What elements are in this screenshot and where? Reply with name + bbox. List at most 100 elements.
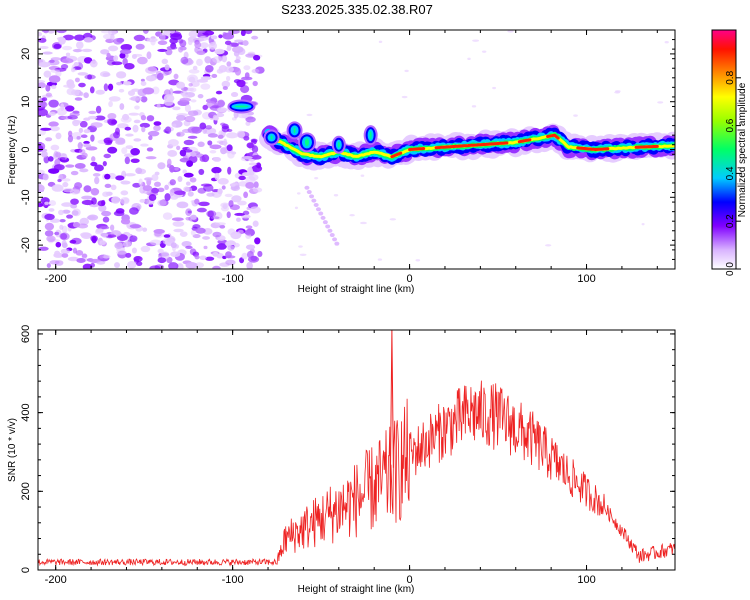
noise-blob xyxy=(120,43,133,51)
noise-blob xyxy=(140,114,147,121)
noise-blob xyxy=(117,123,129,129)
noise-blob xyxy=(38,82,46,89)
noise-blob xyxy=(80,232,92,238)
noise-blob xyxy=(145,156,157,160)
noise-blob xyxy=(246,261,253,269)
noise-speck xyxy=(298,245,303,248)
spectrogram-noise-region xyxy=(38,30,671,269)
noise-speck xyxy=(545,244,552,247)
noise-blob xyxy=(62,181,69,188)
noise-blob xyxy=(104,173,111,180)
noise-blob xyxy=(196,50,206,56)
noise-blob xyxy=(209,150,217,154)
noise-blob xyxy=(76,135,81,140)
noise-blob xyxy=(156,72,164,81)
noise-blob xyxy=(77,72,89,76)
noise-blob xyxy=(212,231,222,238)
noise-blob xyxy=(185,245,193,249)
noise-blob xyxy=(76,257,86,263)
noise-blob xyxy=(225,75,231,82)
noise-blob xyxy=(219,224,226,229)
noise-blob xyxy=(53,252,64,258)
noise-blob xyxy=(164,193,171,201)
noise-blob xyxy=(169,188,175,196)
noise-blob xyxy=(151,174,159,182)
noise-blob xyxy=(146,115,155,122)
noise-blob xyxy=(94,115,106,121)
noise-blob xyxy=(124,126,132,131)
noise-blob xyxy=(139,198,146,203)
noise-blob xyxy=(58,37,66,45)
noise-blob xyxy=(176,81,186,89)
noise-blob xyxy=(167,139,179,147)
ridge-burst xyxy=(369,131,372,140)
noise-blob xyxy=(38,31,43,37)
ridge-burst xyxy=(293,127,296,134)
noise-blob xyxy=(123,81,132,86)
noise-blob xyxy=(157,48,168,52)
noise-blob xyxy=(81,48,93,53)
noise-blob xyxy=(99,240,107,246)
noise-blob xyxy=(59,232,70,241)
noise-blob xyxy=(88,110,97,115)
noise-blob xyxy=(224,66,234,73)
noise-blob xyxy=(245,121,251,126)
noise-blob xyxy=(119,49,132,55)
noise-blob xyxy=(178,38,184,44)
streak-blob xyxy=(306,190,312,195)
noise-blob xyxy=(96,260,106,265)
noise-blob xyxy=(241,156,253,160)
streak-blob xyxy=(325,224,331,229)
noise-blob xyxy=(248,162,257,166)
noise-blob xyxy=(246,142,254,149)
noise-blob xyxy=(222,86,228,91)
noise-blob xyxy=(147,66,157,72)
colorbar-tick-label: 0.4 xyxy=(725,166,736,180)
noise-blob xyxy=(226,46,232,51)
noise-blob xyxy=(70,170,79,176)
noise-blob xyxy=(187,191,194,197)
noise-blob xyxy=(220,147,227,155)
noise-blob xyxy=(48,208,55,212)
noise-blob xyxy=(170,242,177,249)
noise-blob xyxy=(185,181,191,186)
noise-blob xyxy=(38,144,44,152)
noise-blob xyxy=(66,214,74,219)
noise-blob xyxy=(200,76,212,81)
snr-y-tick-label: 600 xyxy=(20,325,32,343)
noise-blob xyxy=(44,230,54,237)
noise-speck xyxy=(664,41,669,44)
noise-blob xyxy=(160,251,170,260)
streak-blob xyxy=(320,215,326,220)
noise-blob xyxy=(216,243,227,250)
noise-blob xyxy=(199,155,206,162)
noise-blob xyxy=(164,184,169,191)
noise-blob xyxy=(129,207,139,215)
noise-blob xyxy=(133,119,141,124)
noise-blob xyxy=(87,74,93,80)
ridge-peak-segment xyxy=(634,144,659,149)
noise-blob xyxy=(211,73,218,78)
spectrogram-frame xyxy=(37,29,676,270)
noise-blob xyxy=(211,166,222,174)
streak-blob xyxy=(322,220,328,225)
noise-blob xyxy=(164,126,172,134)
noise-blob xyxy=(49,218,61,223)
noise-blob xyxy=(176,131,185,137)
noise-blob xyxy=(116,81,123,86)
noise-blob xyxy=(166,45,178,50)
noise-blob xyxy=(234,39,244,43)
noise-blob xyxy=(181,240,192,247)
noise-blob xyxy=(107,146,118,154)
noise-blob xyxy=(130,147,140,156)
noise-blob xyxy=(224,40,232,46)
noise-blob xyxy=(47,156,54,162)
noise-blob xyxy=(235,55,241,61)
noise-blob xyxy=(89,86,95,94)
noise-blob xyxy=(159,33,166,42)
ridge-peak-segment xyxy=(408,147,426,151)
snr-frame xyxy=(37,329,676,571)
noise-blob xyxy=(186,160,194,167)
noise-blob xyxy=(217,177,229,185)
